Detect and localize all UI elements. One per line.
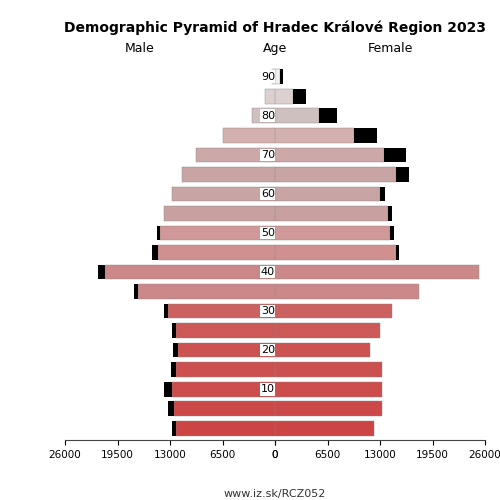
Bar [396, 167, 409, 182]
Bar [275, 186, 380, 201]
Bar [275, 89, 293, 104]
Bar [168, 304, 275, 318]
Bar [384, 148, 406, 162]
Bar [196, 148, 275, 162]
Bar [168, 402, 174, 416]
Bar [396, 245, 400, 260]
Bar [176, 362, 275, 377]
Bar [275, 167, 396, 182]
Bar [320, 108, 337, 123]
Text: www.iz.sk/RCZ052: www.iz.sk/RCZ052 [224, 490, 326, 500]
Bar [275, 421, 374, 436]
Bar [275, 402, 382, 416]
Bar [354, 128, 377, 142]
Bar [275, 343, 370, 357]
Bar [176, 421, 275, 436]
Text: 90: 90 [261, 72, 275, 82]
Text: 70: 70 [261, 150, 275, 160]
Text: 30: 30 [261, 306, 275, 316]
Bar [275, 128, 354, 142]
Bar [275, 226, 390, 240]
Text: Female: Female [368, 42, 412, 55]
Bar [174, 402, 275, 416]
Text: Age: Age [263, 42, 287, 55]
Bar [173, 343, 178, 357]
Bar [182, 167, 275, 182]
Bar [172, 382, 275, 396]
Bar [98, 264, 106, 280]
Bar [293, 89, 306, 104]
Bar [164, 304, 168, 318]
Bar [157, 226, 160, 240]
Bar [134, 284, 138, 299]
Bar [172, 186, 275, 201]
Bar [266, 89, 275, 104]
Text: 80: 80 [261, 111, 275, 121]
Bar [275, 362, 382, 377]
Bar [275, 148, 384, 162]
Bar [164, 382, 172, 396]
Bar [172, 324, 176, 338]
Text: Male: Male [125, 42, 155, 55]
Bar [380, 186, 385, 201]
Bar [158, 245, 275, 260]
Bar [275, 264, 478, 280]
Bar [160, 226, 275, 240]
Text: 40: 40 [261, 267, 275, 277]
Bar [275, 206, 388, 221]
Bar [275, 304, 392, 318]
Bar [106, 264, 275, 280]
Bar [178, 343, 275, 357]
Text: 20: 20 [261, 345, 275, 355]
Text: 50: 50 [261, 228, 275, 238]
Bar [388, 206, 392, 221]
Bar [176, 324, 275, 338]
Bar [275, 382, 382, 396]
Bar [272, 70, 275, 84]
Bar [138, 284, 275, 299]
Bar [222, 128, 275, 142]
Bar [172, 421, 176, 436]
Bar [164, 206, 275, 221]
Bar [275, 70, 280, 84]
Bar [252, 108, 275, 123]
Bar [275, 108, 320, 123]
Bar [275, 245, 396, 260]
Text: Demographic Pyramid of Hradec Králové Region 2023: Demographic Pyramid of Hradec Králové Re… [64, 20, 486, 35]
Bar [275, 284, 419, 299]
Bar [390, 226, 394, 240]
Text: 60: 60 [261, 189, 275, 199]
Bar [171, 362, 176, 377]
Text: 10: 10 [261, 384, 275, 394]
Bar [275, 324, 380, 338]
Bar [280, 70, 283, 84]
Bar [152, 245, 158, 260]
